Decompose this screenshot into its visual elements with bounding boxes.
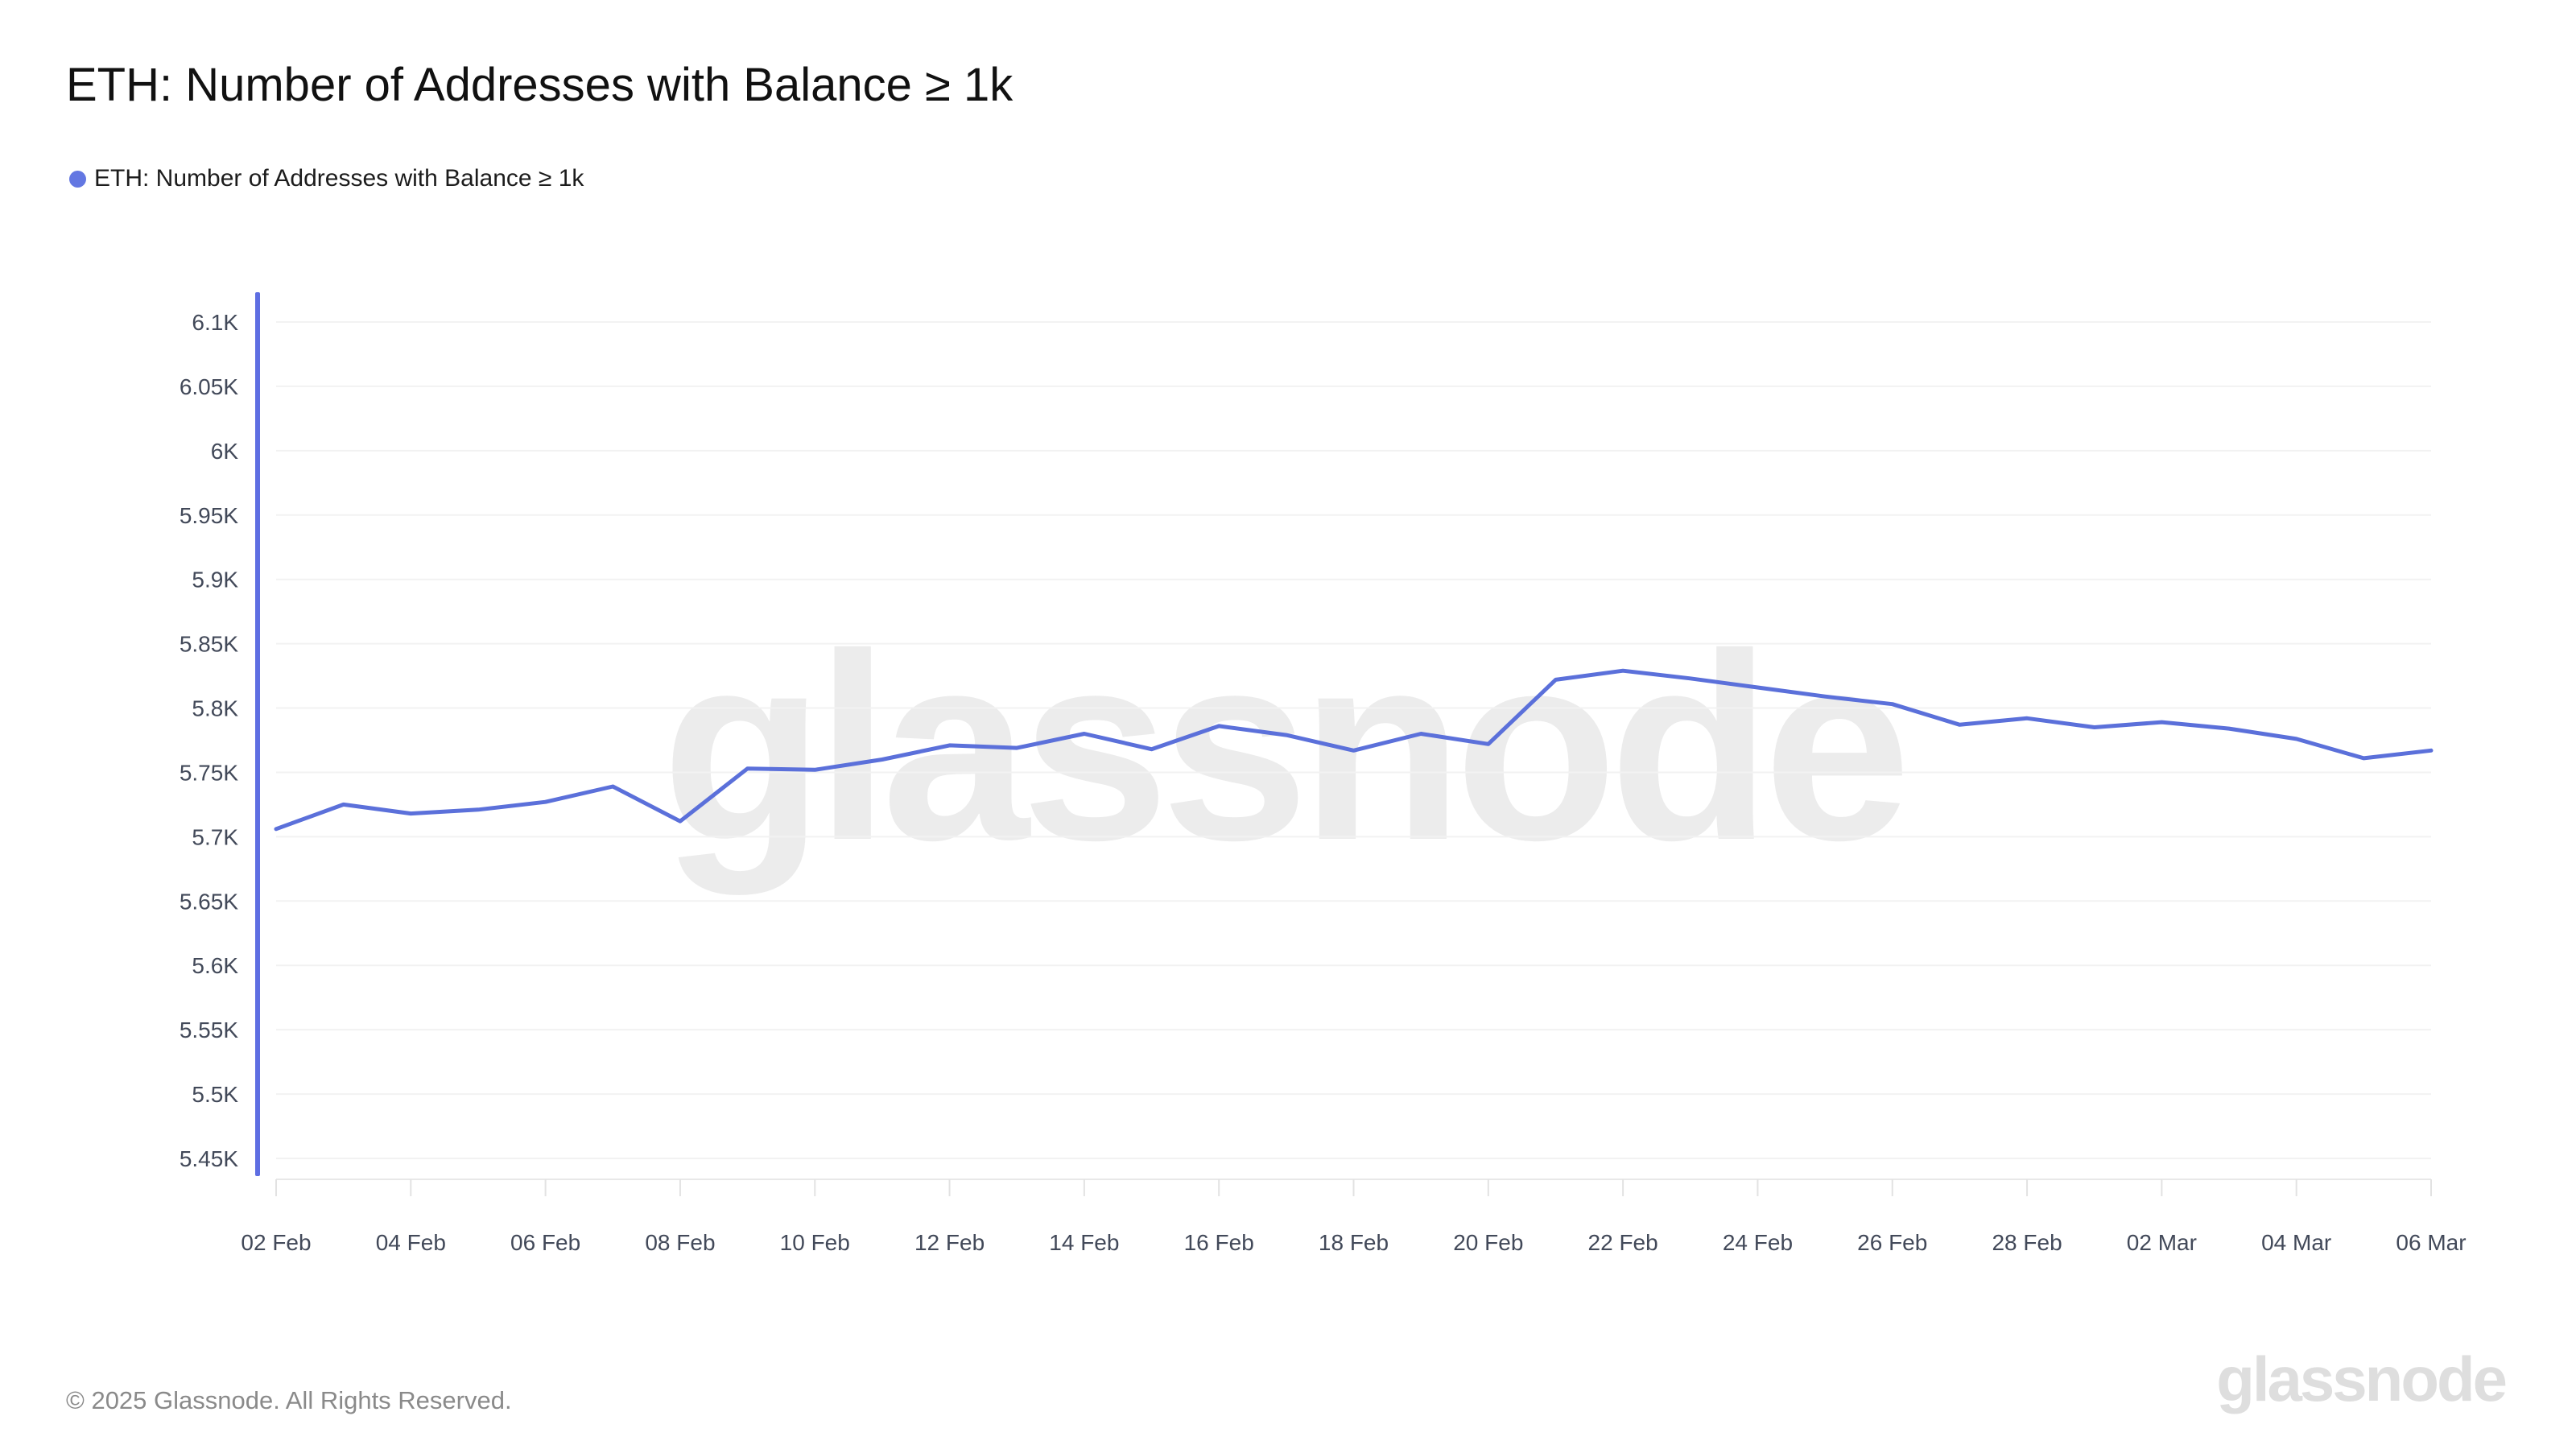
svg-text:5.65K: 5.65K <box>180 889 238 914</box>
svg-text:10 Feb: 10 Feb <box>780 1230 850 1255</box>
svg-text:04 Feb: 04 Feb <box>376 1230 446 1255</box>
svg-text:24 Feb: 24 Feb <box>1723 1230 1793 1255</box>
svg-text:08 Feb: 08 Feb <box>645 1230 715 1255</box>
legend-marker-icon <box>69 170 86 188</box>
svg-text:5.45K: 5.45K <box>180 1146 238 1171</box>
svg-text:5.9K: 5.9K <box>192 568 238 592</box>
svg-text:02 Feb: 02 Feb <box>241 1230 311 1255</box>
svg-text:14 Feb: 14 Feb <box>1049 1230 1119 1255</box>
svg-text:22 Feb: 22 Feb <box>1588 1230 1658 1255</box>
svg-text:02 Mar: 02 Mar <box>2127 1230 2197 1255</box>
svg-text:16 Feb: 16 Feb <box>1184 1230 1254 1255</box>
svg-text:6.05K: 6.05K <box>180 374 238 399</box>
svg-text:18 Feb: 18 Feb <box>1319 1230 1389 1255</box>
x-axis <box>275 1179 2432 1196</box>
svg-text:6K: 6K <box>211 439 239 464</box>
chart-title: ETH: Number of Addresses with Balance ≥ … <box>66 59 1013 111</box>
svg-text:5.85K: 5.85K <box>180 632 238 657</box>
svg-text:06 Feb: 06 Feb <box>510 1230 580 1255</box>
svg-text:5.55K: 5.55K <box>180 1018 238 1042</box>
copyright-text: © 2025 Glassnode. All Rights Reserved. <box>66 1386 512 1414</box>
legend-item-label: ETH: Number of Addresses with Balance ≥ … <box>94 165 584 192</box>
svg-text:5.7K: 5.7K <box>192 824 238 849</box>
glassnode-logo: glassnode <box>2216 1344 2508 1414</box>
glassnode-watermark: glassnode <box>661 598 1911 895</box>
legend: ETH: Number of Addresses with Balance ≥ … <box>69 165 584 192</box>
y-axis-labels: 6.1K 6.05K 6K 5.95K 5.9K 5.85K 5.8K 5.75K 5.7K 5.… <box>180 310 238 1171</box>
svg-text:12 Feb: 12 Feb <box>914 1230 985 1255</box>
y-axis-line <box>255 292 260 1176</box>
svg-text:5.95K: 5.95K <box>180 503 238 528</box>
legend-item[interactable]: ETH: Number of Addresses with Balance ≥ … <box>69 165 584 192</box>
svg-text:26 Feb: 26 Feb <box>1857 1230 1927 1255</box>
svg-text:5.8K: 5.8K <box>192 696 238 721</box>
svg-text:5.75K: 5.75K <box>180 760 238 785</box>
svg-text:6.1K: 6.1K <box>192 310 238 335</box>
svg-text:28 Feb: 28 Feb <box>1992 1230 2062 1255</box>
svg-text:06 Mar: 06 Mar <box>2396 1230 2466 1255</box>
svg-text:5.6K: 5.6K <box>192 953 238 978</box>
gridlines <box>276 321 2431 1159</box>
svg-text:04 Mar: 04 Mar <box>2261 1230 2331 1255</box>
x-axis-labels: 02 Feb 04 Feb 06 Feb 08 Feb 10 Feb 12 Feb 14 F… <box>241 1230 2466 1255</box>
series-line[interactable] <box>274 668 2434 832</box>
svg-text:20 Feb: 20 Feb <box>1453 1230 1523 1255</box>
svg-text:5.5K: 5.5K <box>192 1082 238 1107</box>
